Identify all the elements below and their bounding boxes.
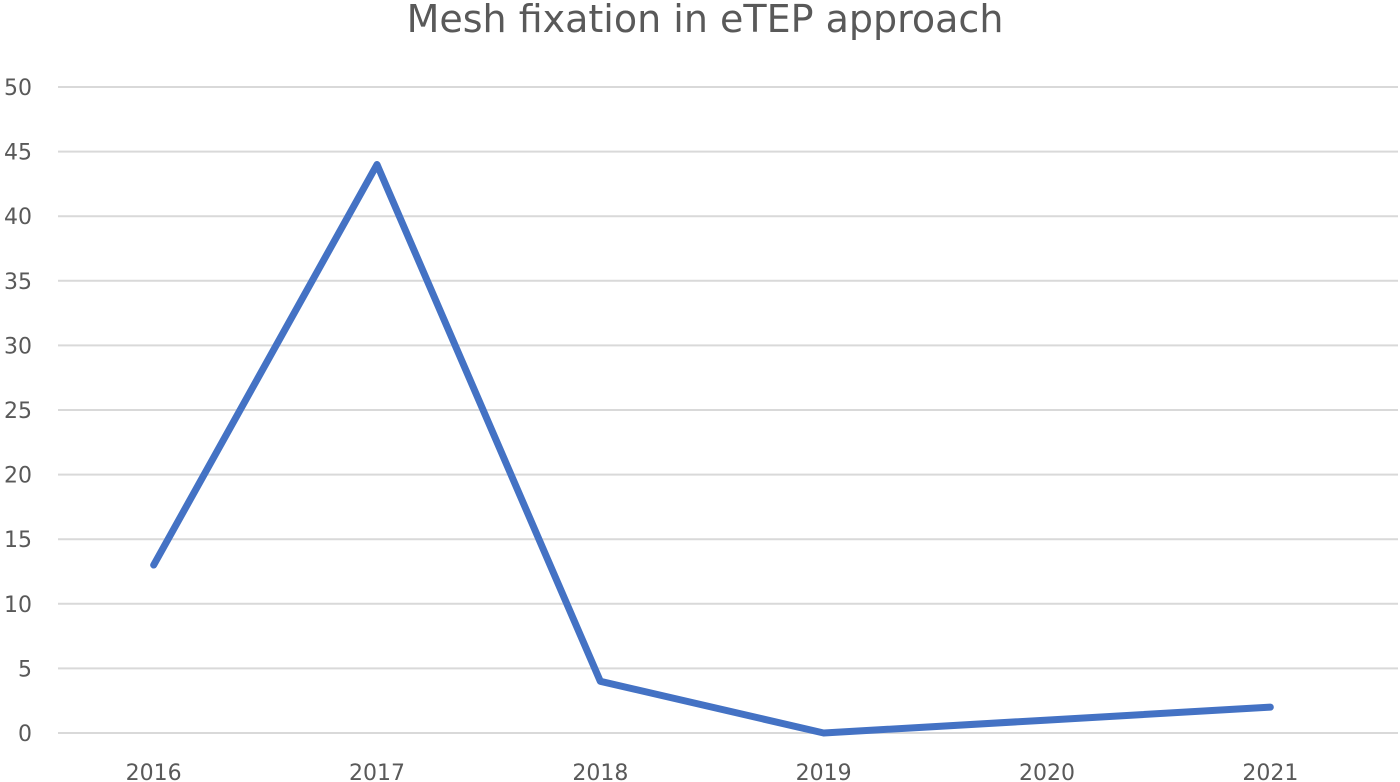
series-lines	[150, 161, 1274, 737]
x-tick-label: 2021	[1242, 761, 1298, 782]
y-tick-label: 50	[4, 76, 32, 101]
series-line	[150, 161, 1274, 737]
y-tick-label: 5	[18, 657, 32, 682]
y-tick-label: 35	[4, 270, 32, 295]
y-tick-label: 40	[4, 205, 32, 230]
y-axis-ticks: 0 5 10 15 20 25 30 35 40 45 50	[4, 76, 32, 747]
x-tick-label: 2018	[572, 761, 628, 782]
y-tick-label: 30	[4, 334, 32, 359]
y-tick-label: 0	[18, 722, 32, 747]
chart-title: Mesh fixation in eTEP approach	[407, 0, 1004, 41]
gridlines	[58, 86, 1398, 734]
x-tick-label: 2019	[796, 761, 852, 782]
y-tick-label: 20	[4, 464, 32, 489]
x-tick-label: 2020	[1019, 761, 1075, 782]
y-tick-label: 25	[4, 399, 32, 424]
x-tick-label: 2016	[126, 761, 182, 782]
x-tick-label: 2017	[349, 761, 405, 782]
y-tick-label: 10	[4, 593, 32, 618]
y-tick-label: 45	[4, 141, 32, 166]
y-tick-label: 15	[4, 528, 32, 553]
x-axis-ticks: 2016 2017 2018 2019 2020 2021	[126, 761, 1299, 782]
